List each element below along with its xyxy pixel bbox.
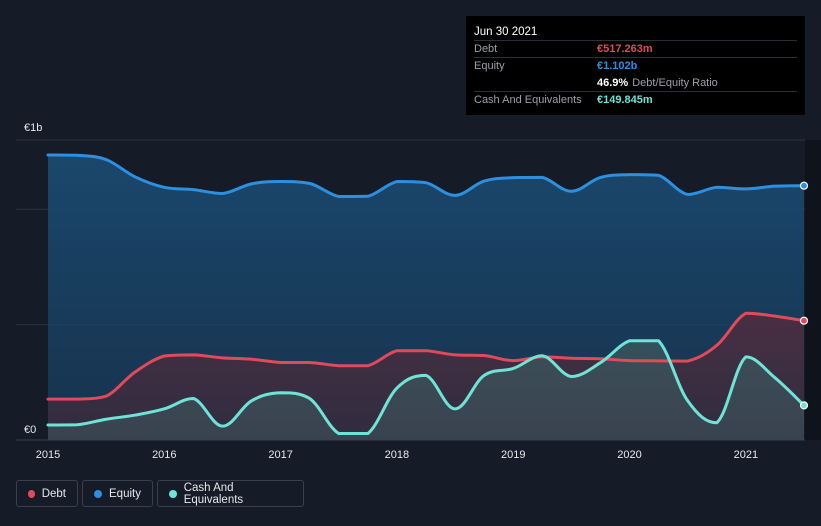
debt-line <box>46 311 806 401</box>
debt-end-marker <box>799 316 809 325</box>
tooltip-equity-value: €1.102b <box>597 60 638 72</box>
x-tick-label-2018: 2018 <box>385 449 409 461</box>
tooltip-cash-label: Cash And Equivalents <box>474 94 582 106</box>
cash-area <box>48 340 804 440</box>
legend-cash-label: Cash And Equivalents <box>183 481 244 506</box>
axis-labels: €1b €0 2015 2016 2017 2018 2019 2020 2021 <box>24 122 758 461</box>
legend-debt-label: Debt <box>41 487 66 500</box>
equity-line <box>46 153 806 199</box>
series-areas <box>48 155 804 440</box>
equity-end-marker <box>799 181 809 190</box>
tooltip-date: Jun 30 2021 <box>474 26 538 38</box>
series-lines <box>46 153 806 436</box>
legend-item-cash[interactable]: Cash And Equivalents <box>157 480 304 507</box>
cash-legend-dot-icon <box>169 489 177 498</box>
tooltip-row-cash: Cash And Equivalents €149.845m <box>474 91 797 108</box>
legend-equity-label: Equity <box>109 487 141 500</box>
tooltip: Jun 30 2021 Debt €517.263m Equity €1.102… <box>466 16 805 115</box>
tooltip-ratio-spacer <box>474 75 597 91</box>
y-tick-label-0: €1b <box>24 122 42 134</box>
tooltip-row-debt: Debt €517.263m <box>474 40 797 57</box>
tooltip-row-equity: Equity €1.102b <box>474 57 797 74</box>
legend-item-equity[interactable]: Equity <box>82 480 153 507</box>
debt-legend-dot-icon <box>28 489 35 498</box>
tooltip-ratio-value: 46.9% <box>597 77 629 89</box>
cash-line <box>46 339 806 436</box>
future-region <box>805 140 821 440</box>
legend-item-debt[interactable]: Debt <box>16 480 78 507</box>
tooltip-row-ratio: 46.9% Debt/Equity Ratio <box>474 74 797 91</box>
x-tick-label-2021: 2021 <box>734 449 758 461</box>
series-end-markers <box>799 181 809 410</box>
y-tick-label-1: €0 <box>24 424 36 436</box>
tooltip-debt-label: Debt <box>474 43 498 55</box>
x-tick-label-2020: 2020 <box>617 449 641 461</box>
equity-legend-dot-icon <box>94 489 102 498</box>
tooltip-ratio-label: Debt/Equity Ratio <box>632 77 718 89</box>
cash-end-marker <box>799 401 809 410</box>
x-tick-label-2015: 2015 <box>36 449 60 461</box>
x-tick-label-2017: 2017 <box>268 449 292 461</box>
x-tick-label-2019: 2019 <box>501 449 525 461</box>
x-tick-label-2016: 2016 <box>152 449 176 461</box>
tooltip-equity-label: Equity <box>474 60 505 72</box>
tooltip-cash-value: €149.845m <box>597 94 653 106</box>
tooltip-debt-value: €517.263m <box>597 43 653 55</box>
